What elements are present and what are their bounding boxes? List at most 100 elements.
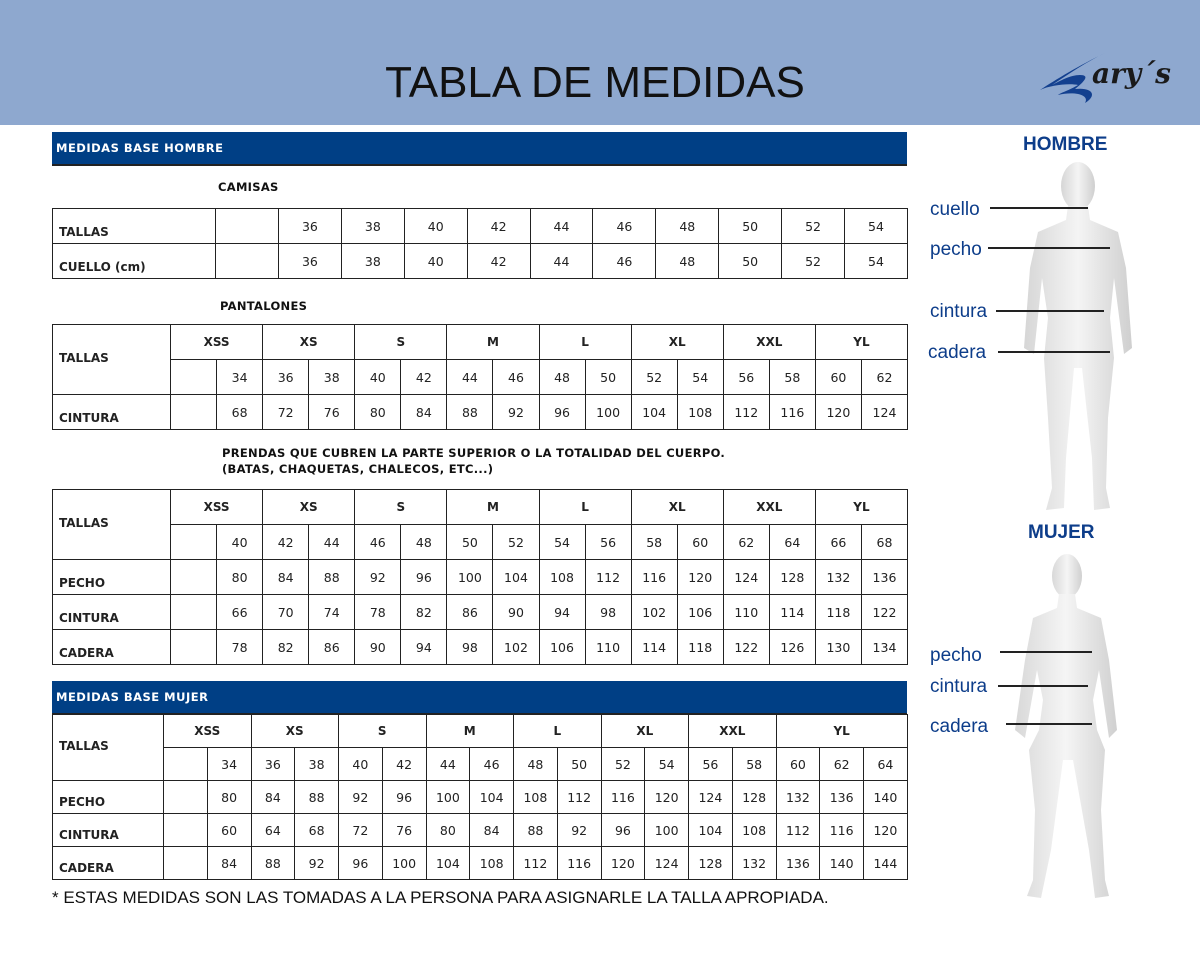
value-cell: 112 [722,394,770,430]
svg-text:ary´s: ary´s [1092,57,1171,90]
size-cell: 56 [722,359,770,395]
value-cell: 128 [688,846,733,880]
size-group-header: XSS [169,489,264,525]
value-cell: 130 [814,629,862,665]
value-cell: 92 [556,813,602,847]
size-group-header: XXL [722,324,816,360]
size-cell: 54 [644,747,690,781]
value-cell: 52 [781,243,846,279]
row-label: CADERA [52,846,164,880]
value-cell [163,780,208,814]
value-cell: 80 [206,780,252,814]
size-cell: 38 [294,747,339,781]
value-cell [169,559,218,595]
size-cell: 42 [262,524,310,560]
row-label-tallas: TALLAS [52,489,171,560]
value-cell: 98 [584,594,632,630]
value-cell: 108 [469,846,515,880]
value-cell: 98 [446,629,494,665]
size-group-header: YL [814,324,909,360]
value-cell: 132 [775,780,821,814]
female-label-cadera: cadera [930,716,989,737]
value-cell: 92 [294,846,339,880]
table-row: CINTURA 66 70 74 78 82 86 90 94 98 102 106 110 114 118… [52,594,909,630]
value-cell: 104 [688,813,733,847]
value-cell: 72 [262,394,310,430]
value-cell [169,629,218,665]
value-cell: 122 [722,629,770,665]
value-cell: 84 [469,813,515,847]
value-cell: 104 [492,559,540,595]
brand-logo: ary´s [1030,45,1180,109]
male-line-cadera [998,351,1110,353]
value-cell: 84 [400,394,448,430]
table-row: CADERA 84 88 92 96 100 104 108 112 116 120 124 128 13… [52,846,908,880]
size-cell: 50 [556,747,602,781]
table-row: CINTURA 60 64 68 72 76 80 84 88 92 96 100 104 108 112 1… [52,813,908,847]
mujer-figure-title: MUJER [1028,522,1095,543]
row-label: CINTURA [52,394,171,430]
row-label: TALLAS [52,208,216,244]
size-cell: 48 [538,359,586,395]
value-cell: 128 [768,559,816,595]
size-group-header: XS [262,489,356,525]
size-cell: 56 [584,524,632,560]
value-cell: 100 [446,559,494,595]
size-group-header: XL [600,714,690,748]
value-cell: 112 [513,846,558,880]
value-cell: 48 [655,208,720,244]
size-group-header: XSS [163,714,252,748]
hombre-figure-title: HOMBRE [1023,134,1108,155]
size-cell: 54 [676,359,724,395]
value-cell: 90 [492,594,540,630]
value-cell: 36 [278,243,342,279]
size-cell: 68 [860,524,909,560]
size-group-header: S [354,324,448,360]
value-cell: 124 [644,846,690,880]
value-cell: 38 [340,243,405,279]
value-cell: 134 [860,629,909,665]
size-cell: 50 [446,524,494,560]
value-cell: 78 [354,594,402,630]
size-cell: 46 [492,359,540,395]
size-cell: 34 [216,359,264,395]
row-label-tallas: TALLAS [52,714,164,781]
footnote: * ESTAS MEDIDAS SON LAS TOMADAS A LA PER… [52,888,829,907]
value-cell: 122 [860,594,909,630]
value-cell: 36 [278,208,342,244]
size-group-header: S [338,714,427,748]
size-cell: 34 [206,747,252,781]
size-group-header: XS [250,714,339,748]
size-cell: 58 [768,359,816,395]
value-cell: 66 [216,594,264,630]
size-group-header: XS [262,324,356,360]
value-cell: 92 [338,780,383,814]
value-cell: 76 [381,813,427,847]
female-label-cintura: cintura [930,676,988,697]
value-cell: 108 [513,780,558,814]
value-cell: 120 [676,559,724,595]
value-cell: 124 [860,394,909,430]
size-cell: 62 [860,359,909,395]
row-label: CUELLO (cm) [52,243,216,279]
value-cell: 140 [819,846,865,880]
value-cell: 86 [446,594,494,630]
value-cell: 90 [354,629,402,665]
table-row: 34 36 38 40 42 44 46 48 50 52 54 56 58 60 62 64 [53,747,908,781]
value-cell: 86 [308,629,356,665]
table-row: TALLAS XSS XS S M L XL XXL YL [52,714,908,781]
value-cell: 120 [600,846,646,880]
value-cell: 100 [425,780,471,814]
table-row: CUELLO (cm) 36 38 40 42 44 46 48 50 52 54 [52,243,908,279]
row-label: CINTURA [52,813,164,847]
size-cell: 48 [400,524,448,560]
size-cell: 40 [354,359,402,395]
size-cell [169,359,218,395]
female-line-cadera [1006,723,1092,725]
male-label-cuello: cuello [930,199,980,220]
value-cell: 96 [338,846,383,880]
size-cell: 52 [600,747,646,781]
size-cell: 44 [446,359,494,395]
size-cell: 56 [688,747,733,781]
size-cell: 54 [538,524,586,560]
